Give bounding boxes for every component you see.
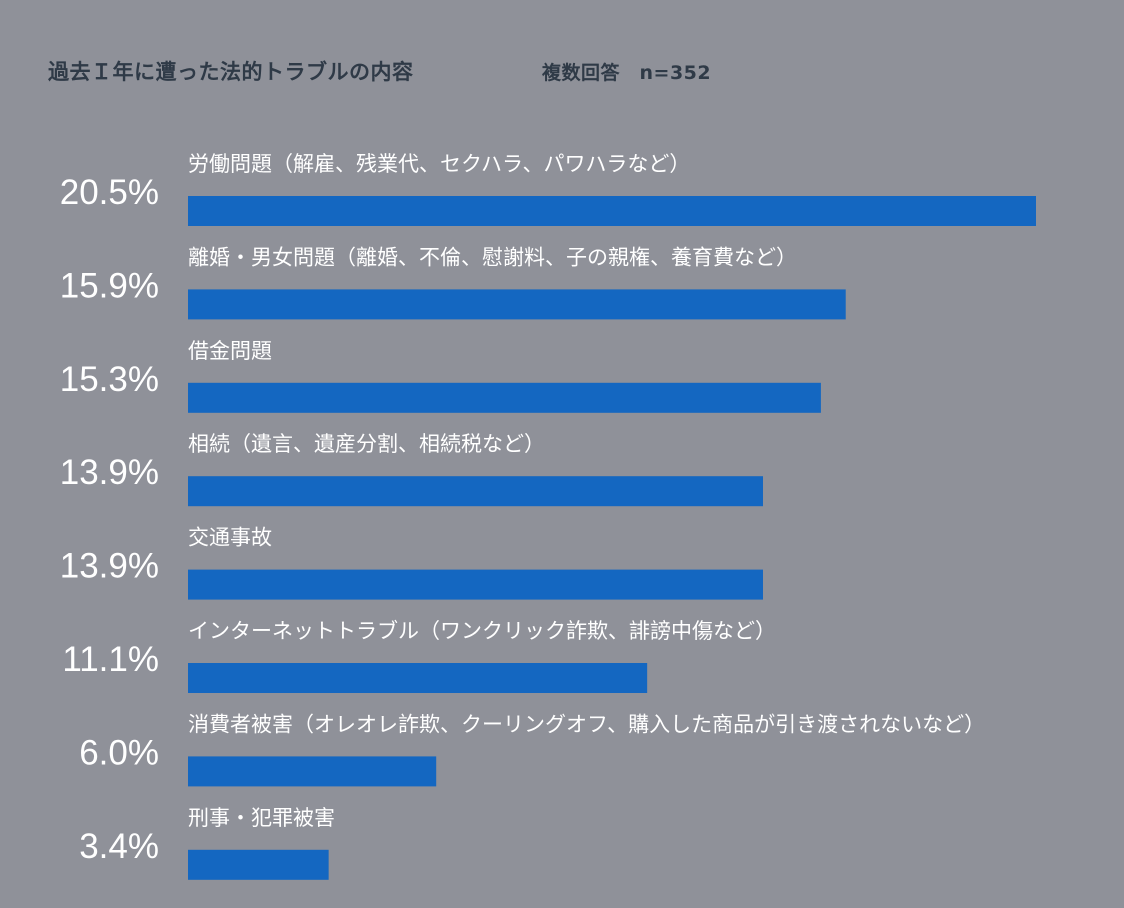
bar — [188, 289, 846, 320]
value-label: 15.9% — [60, 266, 159, 305]
value-label: 15.3% — [60, 360, 159, 399]
category-label: 刑事・犯罪被害 — [188, 806, 335, 830]
category-label: 交通事故 — [188, 526, 272, 550]
value-label: 3.4% — [79, 827, 159, 866]
bar — [188, 663, 648, 693]
bar — [188, 382, 821, 413]
sample-size-note: 複数回答 n=352 — [542, 62, 712, 84]
value-label: 11.1% — [62, 640, 159, 679]
value-label: 6.0% — [79, 733, 159, 772]
bar — [188, 569, 763, 600]
value-label: 13.9% — [60, 453, 159, 492]
bar — [188, 196, 1036, 226]
category-label: 相続（遺言、遺産分割、相続税など） — [188, 432, 545, 456]
bar — [188, 756, 437, 787]
category-label: 離婚・男女問題（離婚、不倫、慰謝料、子の親権、養育費など） — [188, 245, 797, 269]
value-label: 20.5% — [60, 173, 159, 212]
chart-title: 過去Ｉ年に遭った法的トラブルの内容 — [48, 60, 414, 84]
category-label: 消費者被害（オレオレ詐欺、クーリングオフ、購入した商品が引き渡されないなど） — [188, 712, 985, 736]
category-label: 労働問題（解雇、残業代、セクハラ、パワハラなど） — [188, 152, 690, 176]
category-label: インターネットトラブル（ワンクリック詐欺、誹謗中傷など） — [188, 619, 776, 643]
bar — [188, 476, 763, 507]
category-label: 借金問題 — [188, 339, 272, 363]
bar — [188, 849, 329, 880]
value-label: 13.9% — [60, 547, 159, 586]
